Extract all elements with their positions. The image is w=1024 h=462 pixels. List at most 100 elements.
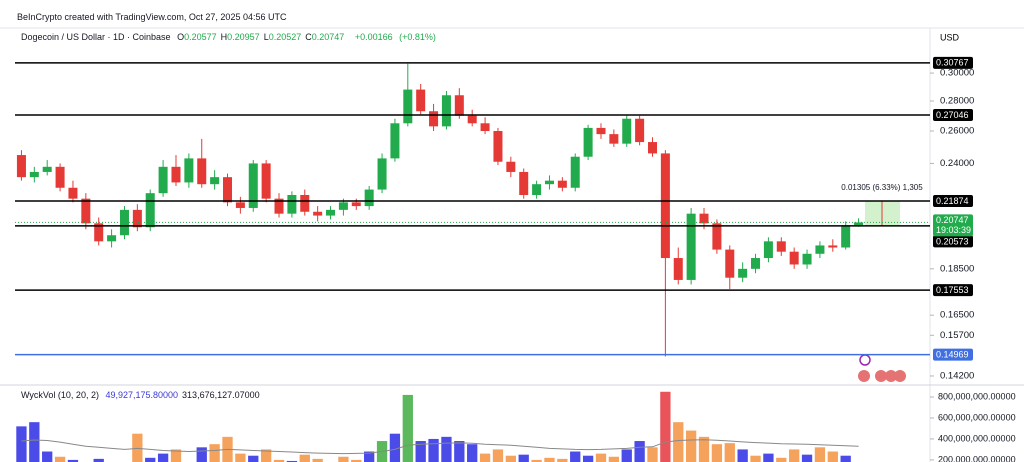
volume-bar <box>634 441 645 462</box>
volume-bar <box>42 451 53 462</box>
volume-bar <box>170 449 182 462</box>
y-tick-label: 0.28000 <box>940 96 974 107</box>
candle-body <box>429 111 439 127</box>
volume-bar <box>570 451 581 462</box>
candle-body <box>673 258 683 280</box>
volume-bar <box>29 422 40 462</box>
volume-bar <box>454 441 465 462</box>
measure-label: 0.01305 (6.33%) 1,305 <box>841 183 923 192</box>
candle-body <box>751 258 761 269</box>
volume-bar <box>750 455 761 462</box>
candle-body <box>68 187 78 199</box>
candle-body <box>197 158 207 185</box>
candle-body <box>467 115 477 124</box>
volume-bar <box>840 455 851 462</box>
candle-body <box>364 189 374 207</box>
volume-bar <box>814 447 826 462</box>
candle-body <box>132 209 142 228</box>
volume-bar <box>673 422 684 462</box>
symbol: Dogecoin / US Dollar · 1D · Coinbase <box>21 32 171 42</box>
volume-bar <box>595 453 607 462</box>
volume-readout: 313,676,127.07000 <box>182 390 260 400</box>
volume-bar <box>467 444 478 462</box>
candle-body <box>261 163 271 199</box>
volume-bar <box>338 456 349 462</box>
y-tick-label: 0.18500 <box>940 263 974 274</box>
volume-bar <box>389 433 401 462</box>
candle-body <box>583 127 593 157</box>
y-tick-label: 0.14200 <box>940 370 974 381</box>
volume-bar <box>16 426 27 462</box>
volume-bar <box>827 451 838 462</box>
candle-body <box>725 249 735 278</box>
candle-body <box>55 166 65 188</box>
ohlc-legend: O0.20577 H0.20957 L0.20527 C0.20747 <box>177 32 348 42</box>
volume-bar <box>299 454 310 462</box>
candle-body <box>789 251 799 265</box>
candle-body <box>532 184 542 195</box>
volume-bar <box>67 459 79 462</box>
candle-body <box>802 253 812 265</box>
candle-body <box>171 166 181 183</box>
candle-body <box>441 95 451 127</box>
ohlc-value: 0.20527 <box>268 32 302 42</box>
volume-bar <box>698 436 710 462</box>
volume-ma-line <box>21 439 859 455</box>
volume-bar <box>132 433 143 462</box>
volume-bar <box>711 444 723 462</box>
y-tick-label: 0.26000 <box>940 126 974 137</box>
volume-bar <box>145 457 156 462</box>
volume-bar <box>647 447 658 462</box>
event-icons <box>858 354 906 382</box>
candle-body <box>390 123 400 159</box>
candle-body <box>557 180 567 188</box>
volume-y-tick-label: 400,000,000.00000 <box>938 433 1016 443</box>
ohlc-value: 0.20577 <box>184 32 217 42</box>
ohlc-value: 0.20747 <box>311 32 345 42</box>
candle-body <box>506 161 516 172</box>
candle-body <box>107 235 117 242</box>
level-price-tag <box>933 284 973 297</box>
y-tick-label: 0.15700 <box>940 330 974 341</box>
volume-bar <box>273 459 285 462</box>
candle-body <box>338 202 348 210</box>
volume-bar <box>801 454 813 462</box>
volume-bar <box>789 449 800 462</box>
volume-bar <box>312 458 323 462</box>
volume-bar <box>505 455 516 462</box>
volume-bar <box>364 451 375 462</box>
volume-bar <box>286 460 298 462</box>
volume-bar <box>248 455 259 462</box>
candle-body <box>287 194 297 214</box>
candle-body <box>222 177 233 203</box>
candle-body <box>274 198 284 214</box>
candle-body <box>248 163 258 208</box>
y-tick-label: 0.24000 <box>940 158 974 169</box>
level-price-tag <box>933 348 973 361</box>
candle-body <box>609 134 619 144</box>
candle-body <box>519 171 529 195</box>
currency: USD <box>940 32 960 42</box>
level-price-label: 0.20573 <box>936 236 969 246</box>
ohlc-key: C <box>305 32 312 42</box>
ohlc-key: H <box>220 32 228 42</box>
volume-legend: WyckVol (10, 20, 2) 49,927,175.80000 313,… <box>21 390 268 400</box>
volume-bar <box>492 449 504 462</box>
level-price-tag <box>933 109 973 122</box>
candle-body <box>313 211 323 216</box>
volume-bar <box>428 438 439 462</box>
volume-readout: 49,927,175.80000 <box>105 390 179 400</box>
level-price-label: 0.21874 <box>936 196 969 206</box>
candle-body <box>235 202 245 208</box>
level-price-tag <box>933 235 973 248</box>
volume-bar <box>235 453 246 462</box>
candle-body <box>763 241 773 259</box>
volume-bar <box>402 394 413 462</box>
candle-body <box>326 209 336 216</box>
y-tick-label: 0.16500 <box>940 310 974 321</box>
candle-body <box>480 123 490 132</box>
candle-body <box>493 131 503 162</box>
volume-title: WyckVol (10, 20, 2) <box>21 390 99 400</box>
